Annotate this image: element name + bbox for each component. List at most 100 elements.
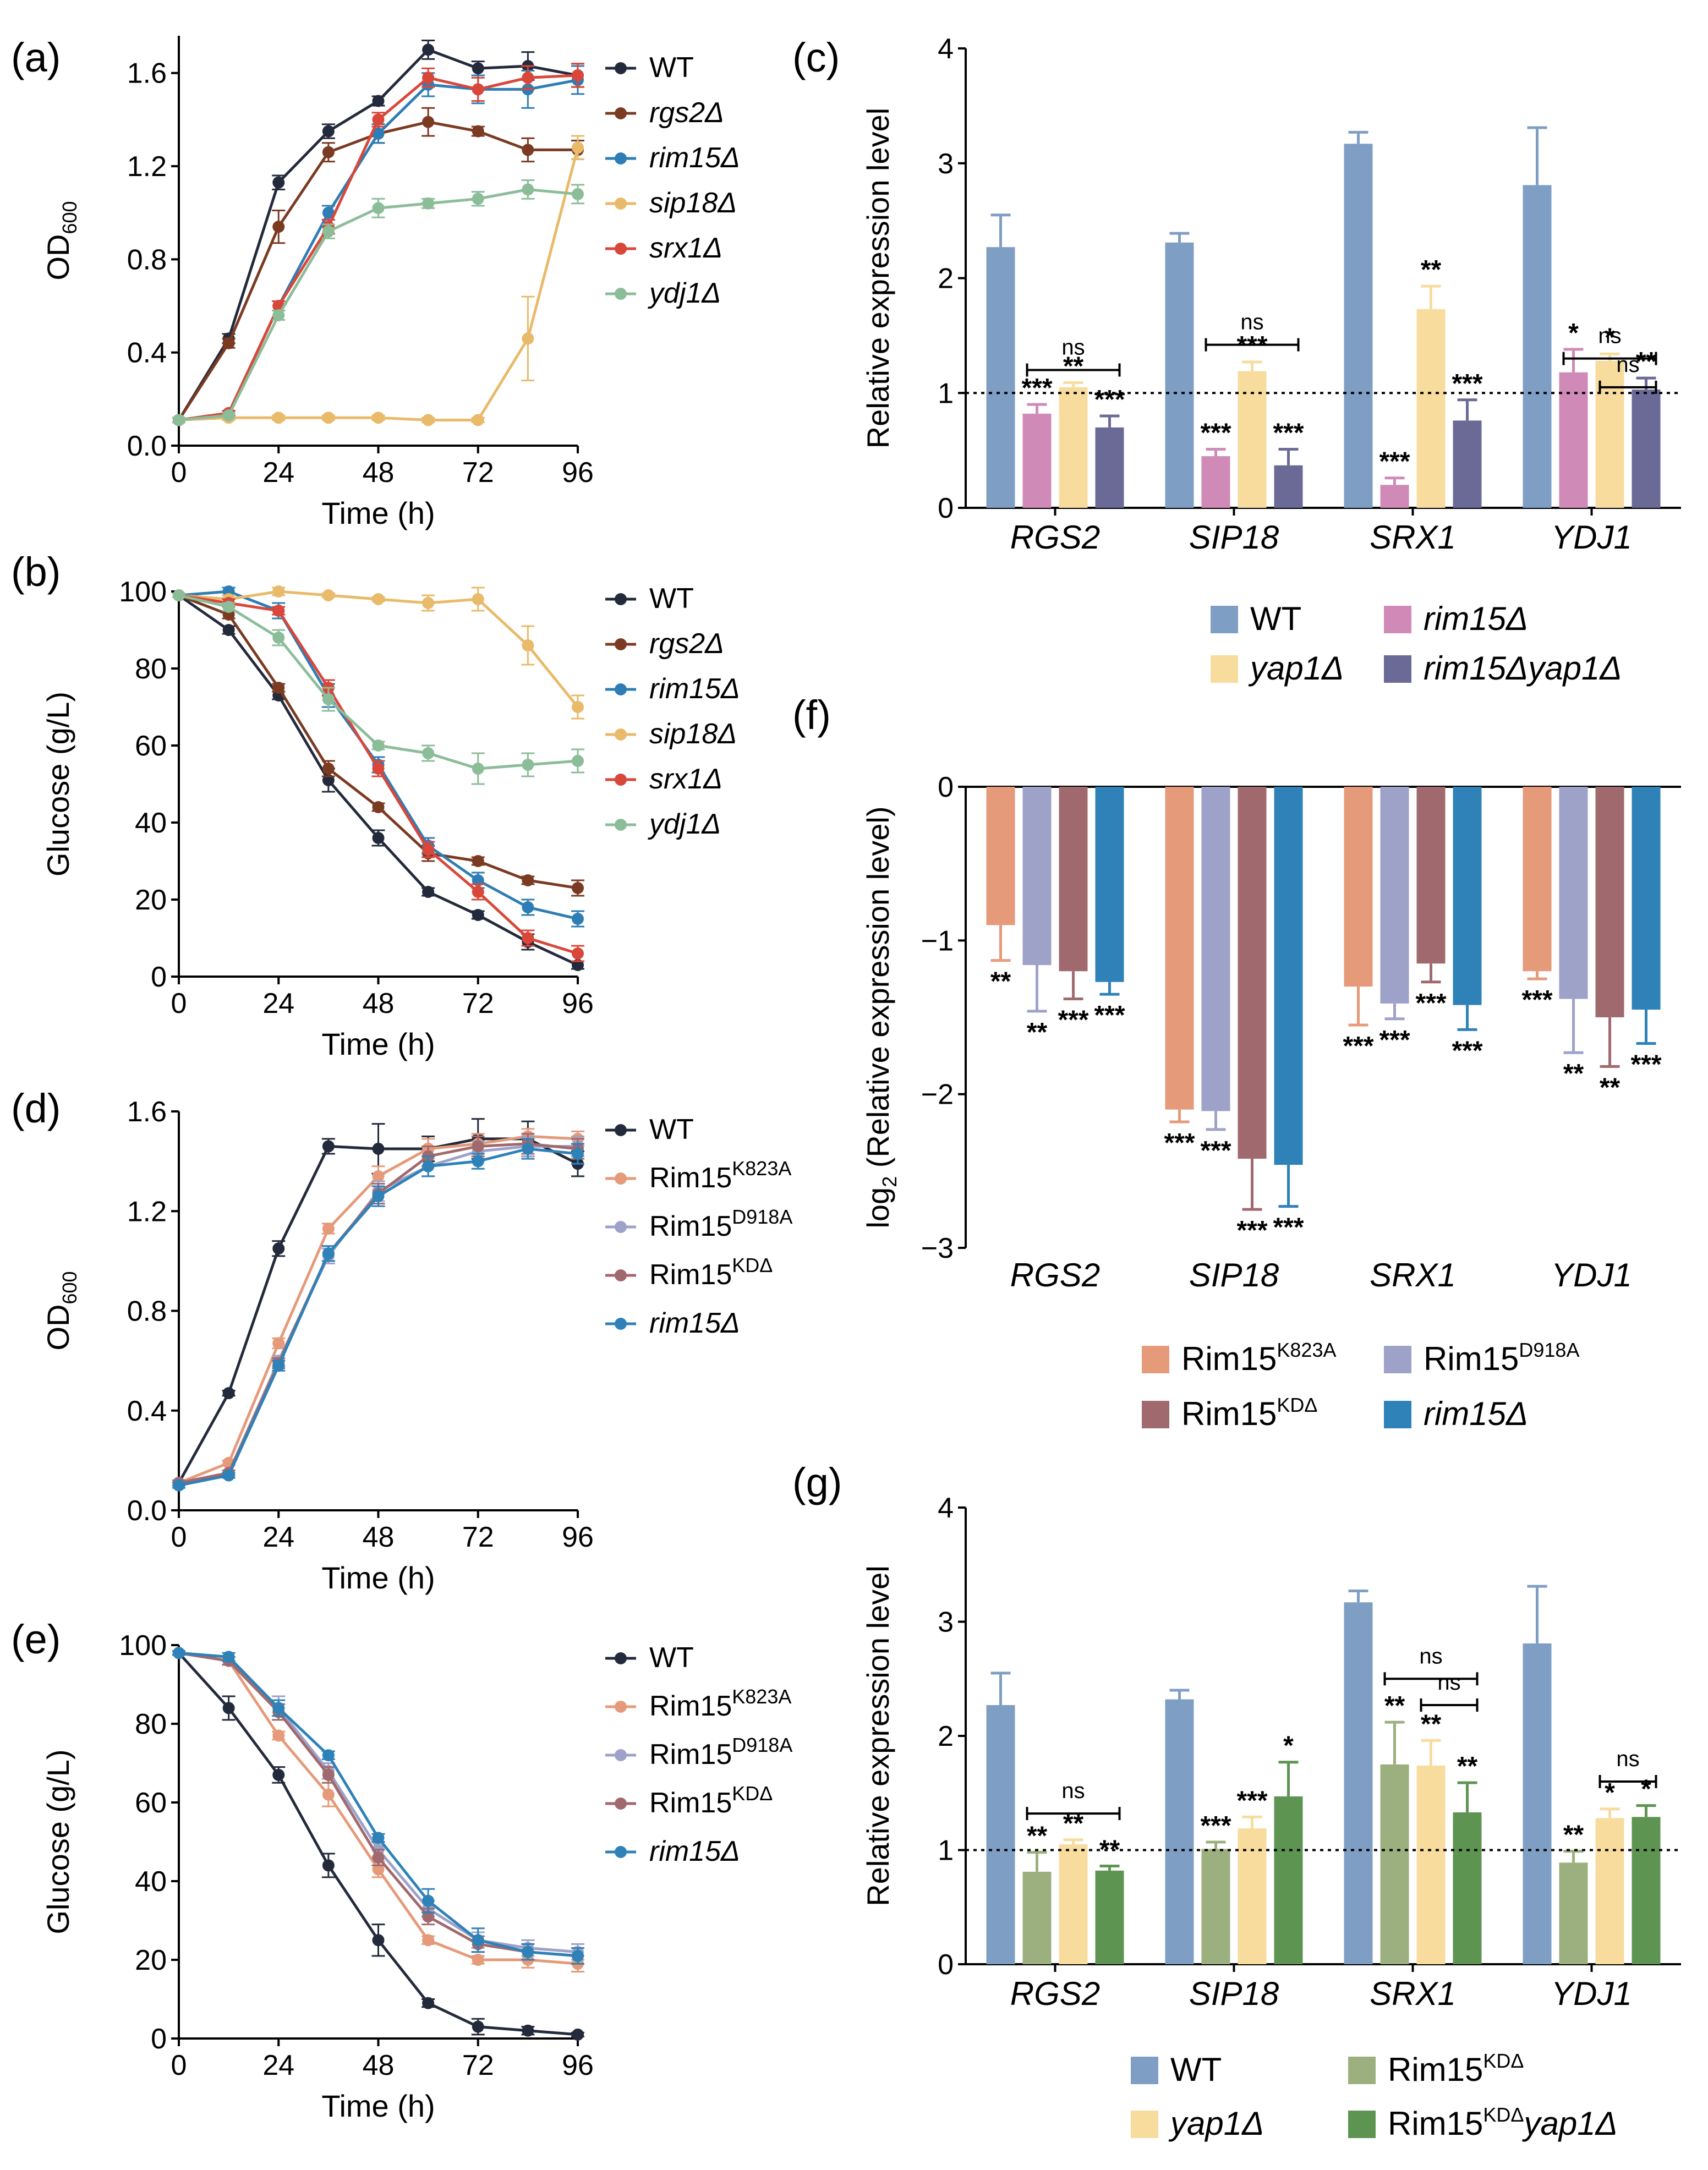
bar [1165, 787, 1194, 1110]
data-point [472, 593, 484, 605]
y-axis-title: Relative expression level [861, 108, 895, 448]
significance-label: *** [1379, 447, 1410, 476]
data-point [472, 763, 484, 775]
bar [1095, 787, 1124, 982]
y-tick-label: 80 [135, 1708, 167, 1740]
legend-entry: WT [1131, 2051, 1222, 2088]
panel-label: (c) [792, 35, 840, 80]
comparison-label: ns [1437, 1670, 1460, 1695]
y-axis-title-subscript: 600 [58, 201, 81, 234]
legend-label-base: Rim15 [649, 1162, 732, 1194]
y-axis-title-main: OD [41, 234, 75, 281]
legend-entry: rim15Δ [605, 1307, 740, 1339]
legend-swatch [1384, 1346, 1411, 1373]
y-tick-label: 20 [135, 884, 167, 916]
series-4 [172, 63, 584, 426]
legend-entry: Rim15KDΔyap1Δ [1348, 2103, 1618, 2142]
data-point [222, 1469, 235, 1482]
data-point [422, 747, 435, 759]
legend-entry: Rim15K823A [1142, 1339, 1336, 1377]
legend-label-base: Rim15 [649, 1739, 732, 1771]
legend-label-text: rgs2Δ [649, 628, 724, 660]
data-point [372, 1832, 385, 1844]
series-line [178, 147, 579, 421]
legend-label: WT [649, 583, 694, 615]
y-tick-label: 100 [119, 576, 167, 608]
x-tick-label: 48 [363, 1521, 395, 1553]
x-tick-label: 96 [562, 1521, 594, 1553]
legend-label-superscript: KDΔ [732, 1254, 773, 1276]
data-point [372, 127, 385, 140]
data-point [272, 1337, 285, 1350]
y-tick-label: 0 [938, 492, 954, 524]
significance-label: * [1283, 1731, 1294, 1761]
legend-swatch [1384, 606, 1411, 633]
y-tick-label: 0 [938, 1949, 954, 1981]
data-point [272, 309, 285, 321]
legend-swatch [1142, 1346, 1169, 1373]
data-point [422, 1910, 435, 1923]
significance-label: *** [1021, 374, 1052, 403]
data-point [522, 759, 534, 771]
legend-marker [615, 288, 627, 300]
legend-label-text: WT [649, 1114, 694, 1146]
bar [1274, 787, 1303, 1165]
y-tick-label: 0.8 [127, 1296, 167, 1328]
legend-label: Rim15KDΔyap1Δ [1388, 2103, 1618, 2142]
bar [1022, 787, 1052, 966]
legend-entry: rgs2Δ [605, 97, 724, 129]
legend-label: srx1Δ [649, 763, 722, 795]
legend-entry: ydj1Δ [605, 277, 721, 309]
data-point [372, 1851, 385, 1864]
legend-label-base: Rim15 [649, 1210, 732, 1242]
data-point [222, 1651, 235, 1663]
legend-label: rim15Δ [649, 673, 740, 705]
legend-label: Rim15KDΔ [649, 1254, 773, 1291]
y-axis-title-subscript: 2 [878, 1176, 901, 1187]
y-tick-label: 1.2 [127, 151, 167, 183]
comparison-label: ns [1240, 310, 1263, 335]
legend-marker [615, 728, 627, 741]
legend-label-text: rim15Δ [649, 673, 740, 705]
significance-label: *** [1452, 1036, 1482, 1065]
legend-label: rgs2Δ [649, 97, 724, 129]
legend-label-superscript: D918A [732, 1205, 792, 1228]
data-point [572, 69, 584, 81]
data-point [422, 1997, 435, 2009]
significance-label: *** [1273, 419, 1304, 448]
legend-entry: Rim15KDΔ [605, 1782, 773, 1819]
series-line [178, 1651, 578, 1958]
data-point [472, 83, 484, 96]
x-axis-title: Time (h) [321, 2089, 435, 2123]
bar [986, 247, 1015, 508]
legend-label: sip18Δ [649, 718, 737, 750]
data-point [272, 585, 285, 598]
legend-label-base: Rim15 [1181, 1395, 1277, 1432]
legend-marker [615, 1221, 627, 1233]
data-point [272, 412, 285, 424]
series-5 [172, 589, 584, 785]
significance-label: *** [1094, 385, 1125, 414]
significance-label: ** [1457, 1752, 1478, 1781]
bar [1453, 1812, 1482, 1964]
bar [1238, 787, 1267, 1159]
legend-label: Rim15K823A [649, 1685, 791, 1722]
comparison-label: ns [1598, 324, 1621, 348]
data-point [173, 1479, 185, 1492]
legend-entry: Rim15K823A [605, 1157, 791, 1194]
data-point [472, 62, 484, 75]
y-tick-label: 0.0 [127, 1495, 167, 1527]
category-label: SIP18 [1189, 1257, 1279, 1294]
significance-label: *** [1521, 985, 1552, 1015]
bar [1059, 787, 1088, 972]
data-point [372, 1934, 385, 1947]
data-point [572, 755, 584, 767]
data-point [472, 886, 484, 898]
line-chart-1: 0 20 40 60 80 100 0 24 48 72 96 Time (h) Glucose (g/… [41, 576, 740, 1061]
data-point [272, 632, 285, 644]
y-axis-title-rest: (Relative expression level) [861, 806, 895, 1176]
bar [1559, 1862, 1588, 1964]
legend-label-superscript: KDΔ [1483, 2050, 1524, 2072]
bar [1344, 1602, 1373, 1964]
